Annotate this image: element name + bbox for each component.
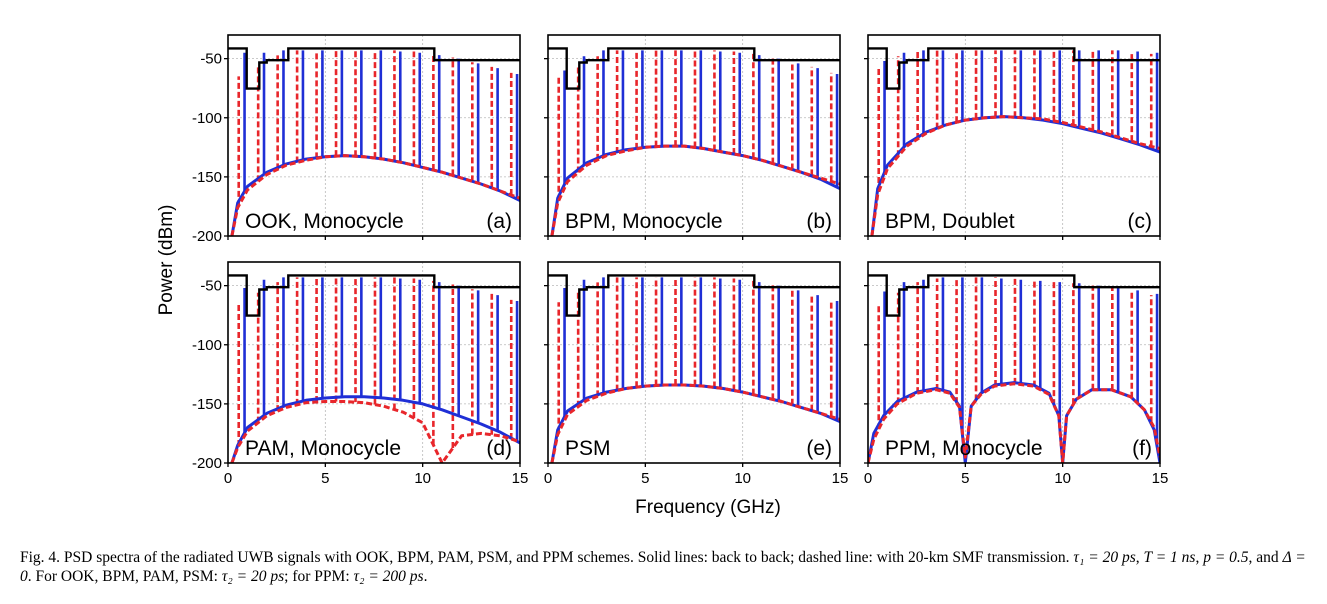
x-tick-label: 5 xyxy=(321,470,329,487)
plot-frame xyxy=(547,261,841,464)
caption-delta: Δ = 0 xyxy=(20,549,1306,585)
x-tick-label: 10 xyxy=(734,470,751,487)
plot-frame xyxy=(227,34,521,237)
emission-mask xyxy=(548,274,840,317)
plot-area xyxy=(548,274,840,463)
psd-curve-b2b xyxy=(230,395,520,463)
plot-area xyxy=(868,274,1160,463)
y-axis-label: Power (dBm) xyxy=(156,205,177,316)
y-tick-label: -150 xyxy=(192,396,222,413)
psd-curve-smf xyxy=(230,154,520,236)
panel-letter: (d) xyxy=(486,437,512,460)
emission-mask xyxy=(548,47,840,90)
psd-curve-smf xyxy=(550,383,840,463)
plot-area xyxy=(228,47,520,236)
emission-mask xyxy=(228,274,520,317)
y-tick-label: -100 xyxy=(192,337,222,354)
caption-text-1: Fig. 4. PSD spectra of the radiated UWB … xyxy=(20,549,1074,566)
x-axis-label: Frequency (GHz) xyxy=(635,497,781,518)
y-tick-label: -200 xyxy=(192,228,222,245)
y-tick-label: -100 xyxy=(192,110,222,127)
caption-text-3: for PPM: xyxy=(292,568,354,585)
caption-tau2-b: τ₂ = 200 ps xyxy=(353,568,424,585)
x-tick-label: 0 xyxy=(864,470,872,487)
panel-c: BPM, Doublet (c) xyxy=(864,34,1161,240)
panel-e: 0 5 10 15 PSM (e) xyxy=(544,261,849,487)
figure-caption: Fig. 4. PSD spectra of the radiated UWB … xyxy=(20,549,1306,585)
plot-area xyxy=(868,47,1160,236)
y-tick-label: -50 xyxy=(200,51,222,68)
panel-letter: (a) xyxy=(486,210,512,233)
caption-text-2: For OOK, BPM, PAM, PSM: xyxy=(35,568,222,585)
psd-curve-smf xyxy=(868,382,1160,463)
caption-probability: p = 0.5 xyxy=(1203,549,1249,566)
panel-scheme-label: OOK, Monocycle xyxy=(245,210,404,233)
panel-letter: (c) xyxy=(1128,210,1153,233)
figure: Power (dBm) Frequency (GHz) -50-100-150-… xyxy=(156,34,1169,518)
psd-curve-smf xyxy=(550,144,840,236)
panel-a: -50 -100 -150 -200 OOK, Monocycle (a) xyxy=(192,34,521,245)
x-tick-label: 5 xyxy=(641,470,649,487)
y-tick-label: -50 xyxy=(200,278,222,295)
x-tick-label: 10 xyxy=(414,470,431,487)
panel-letter: (f) xyxy=(1132,437,1152,460)
panels: -50 -100 -150 -200 OOK, Monocycle (a) BPM, Mon… xyxy=(192,34,1169,487)
panel-f: 0 5 10 15 PPM, Monocycle (f) xyxy=(864,261,1169,487)
x-tick-label: 5 xyxy=(961,470,969,487)
y-tick-label: -200 xyxy=(192,455,222,472)
emission-mask xyxy=(868,47,1160,90)
panel-scheme-label: PPM, Monocycle xyxy=(885,437,1043,460)
caption-tau1: τ₁ = 20 ps xyxy=(1073,549,1136,566)
panel-b: BPM, Monocycle (b) xyxy=(544,34,841,240)
emission-mask xyxy=(868,274,1160,317)
panel-letter: (b) xyxy=(806,210,832,233)
panel-scheme-label: PSM xyxy=(565,437,611,460)
plot-frame xyxy=(227,261,521,464)
y-tick-label: -150 xyxy=(192,169,222,186)
x-tick-label: 0 xyxy=(224,470,232,487)
plot-area xyxy=(548,47,840,236)
x-tick-label: 15 xyxy=(832,470,849,487)
plot-frame xyxy=(547,34,841,237)
x-tick-label: 15 xyxy=(512,470,529,487)
x-tick-label: 10 xyxy=(1054,470,1071,487)
psd-curve-smf xyxy=(870,115,1160,236)
emission-mask xyxy=(228,47,520,90)
psd-curve-smf xyxy=(230,400,520,463)
caption-period: T = 1 ns xyxy=(1143,549,1196,566)
plot-area xyxy=(228,274,520,463)
x-tick-label: 15 xyxy=(1152,470,1169,487)
panel-letter: (e) xyxy=(806,437,832,460)
plot-frame xyxy=(867,34,1161,237)
panel-scheme-label: BPM, Doublet xyxy=(885,210,1015,233)
x-tick-label: 0 xyxy=(544,470,552,487)
caption-tau2-a: τ₂ = 20 ps xyxy=(221,568,285,585)
plot-frame xyxy=(867,261,1161,464)
panel-scheme-label: BPM, Monocycle xyxy=(565,210,723,233)
panel-scheme-label: PAM, Monocycle xyxy=(245,437,401,460)
